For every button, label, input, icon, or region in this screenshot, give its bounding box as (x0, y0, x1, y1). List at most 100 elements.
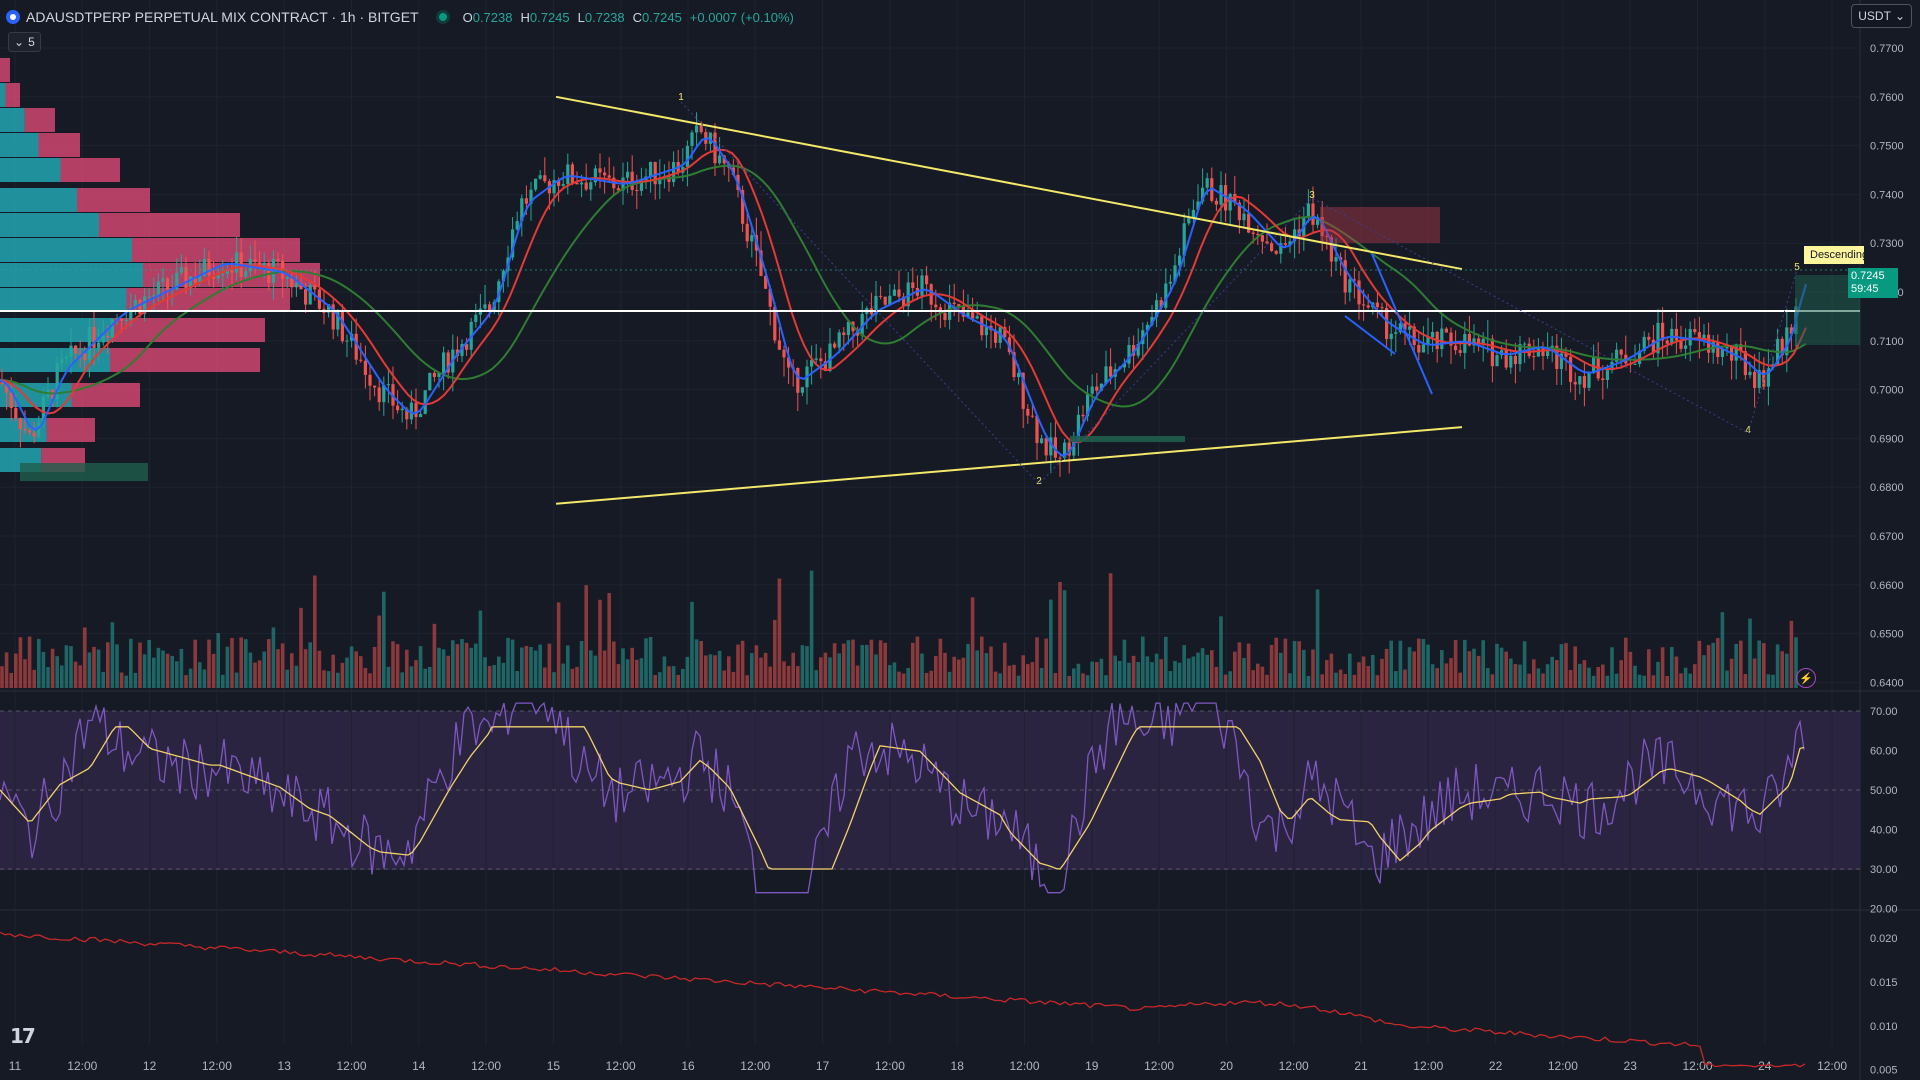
bar-countdown: 59:45 (1851, 283, 1879, 295)
volume-bar (566, 645, 570, 688)
candle-body (1449, 332, 1453, 346)
symbol-title[interactable]: ADAUSDTPERP PERPETUAL MIX CONTRACT · 1h … (26, 9, 419, 25)
osc-axis-label: 0.005 (1870, 1065, 1898, 1077)
candle-body (143, 296, 147, 314)
candle-body (966, 312, 970, 317)
volume-bar (225, 646, 230, 688)
volume-bar (869, 639, 874, 688)
ohlc-readout: O0.7238 H0.7245 L0.7238 C0.7245 +0.0007 … (463, 10, 794, 25)
volume-bar (612, 641, 616, 688)
candle-body (653, 162, 657, 185)
candle-body (9, 392, 13, 409)
volume-profile-down-bar (99, 213, 240, 237)
demand-zone (1070, 436, 1185, 442)
volume-profile-up-bar (0, 348, 110, 372)
candle-body (87, 327, 91, 361)
indicator-count: 5 (28, 35, 35, 49)
candle-body (1702, 334, 1706, 340)
candle-body (1661, 322, 1665, 341)
volume-bar (441, 649, 446, 688)
volume-bar (1177, 662, 1182, 688)
rsi-axis-label: 30.00 (1870, 864, 1898, 876)
volume-profile-up-bar (0, 238, 132, 262)
volume-bar (124, 675, 128, 688)
volume-bar (1035, 637, 1039, 688)
volume-bar (1481, 640, 1485, 688)
volume-bar (1191, 656, 1196, 688)
volume-bar (1072, 668, 1076, 688)
candle-body (262, 262, 266, 268)
volume-bar (947, 671, 952, 688)
price-axis-label: 0.7100 (1870, 336, 1904, 348)
volume-profile-up-bar (0, 108, 25, 132)
volume-bar (1472, 648, 1476, 688)
volume-bar (184, 675, 188, 688)
candle-body (69, 345, 73, 357)
candle-body (892, 289, 896, 296)
candle-body (1417, 344, 1421, 353)
volume-bar (460, 639, 464, 688)
tradingview-logo-icon[interactable]: 17 (10, 1024, 36, 1048)
volume-bar (1490, 674, 1495, 688)
volume-bar (294, 665, 299, 688)
volume-bar (451, 640, 455, 688)
candle-body (1582, 376, 1586, 388)
candle-body (106, 335, 110, 338)
volume-bar (1697, 640, 1702, 688)
volume-bar (1315, 589, 1320, 688)
volume-bar (147, 640, 151, 688)
candle-body (1030, 415, 1034, 417)
candle-body (906, 282, 910, 307)
volume-bar (842, 643, 846, 688)
volume-bar (579, 641, 584, 688)
volume-bar (478, 610, 483, 688)
volume-bar (1044, 638, 1048, 688)
volume-bar (483, 657, 487, 688)
indicators-toggle-button[interactable]: ⌄ 5 (8, 32, 41, 52)
candle-body (488, 304, 492, 311)
volume-bar (1154, 653, 1159, 688)
volume-bar (1601, 664, 1605, 688)
flash-icon[interactable]: ⚡ (1796, 668, 1816, 688)
volume-bar (1550, 656, 1554, 688)
candle-body (1155, 300, 1159, 318)
volume-bar (1647, 649, 1651, 688)
currency-select[interactable]: USDT ⌄ (1851, 4, 1912, 28)
candle-body (423, 390, 427, 414)
channel-lower-line (1344, 315, 1396, 355)
volume-bar (115, 644, 119, 688)
volume-bar (506, 637, 510, 688)
candle-body (543, 175, 547, 182)
volume-bar (0, 666, 4, 688)
volume-bar (1743, 674, 1748, 688)
candle-body (920, 275, 924, 296)
candle-body (1458, 350, 1462, 353)
candle-body (1063, 442, 1067, 458)
volume-bar (989, 646, 993, 688)
candle-body (699, 125, 703, 133)
volume-bar (980, 636, 984, 688)
volume-bar (101, 671, 105, 688)
volume-bar (1348, 653, 1352, 688)
candle-body (520, 198, 524, 222)
candle-body (1697, 332, 1701, 340)
volume-bar (363, 667, 368, 688)
candle-body (1095, 386, 1099, 391)
volume-bar (984, 653, 989, 688)
volume-bar (524, 645, 529, 688)
time-axis-label: 14 (412, 1059, 426, 1073)
volume-bar (938, 638, 943, 688)
time-axis-label: 20 (1220, 1059, 1234, 1073)
candle-body (750, 235, 754, 242)
volume-bar (1748, 618, 1752, 688)
pattern-label[interactable]: Descending Triangle (1804, 246, 1864, 264)
candle-body (984, 325, 988, 336)
volume-bar (1407, 647, 1412, 688)
candle-body (1343, 260, 1347, 293)
candle-body (1040, 438, 1044, 443)
candle-body (1546, 351, 1550, 357)
volume-profile-down-bar (112, 318, 265, 342)
candle-body (575, 182, 579, 185)
